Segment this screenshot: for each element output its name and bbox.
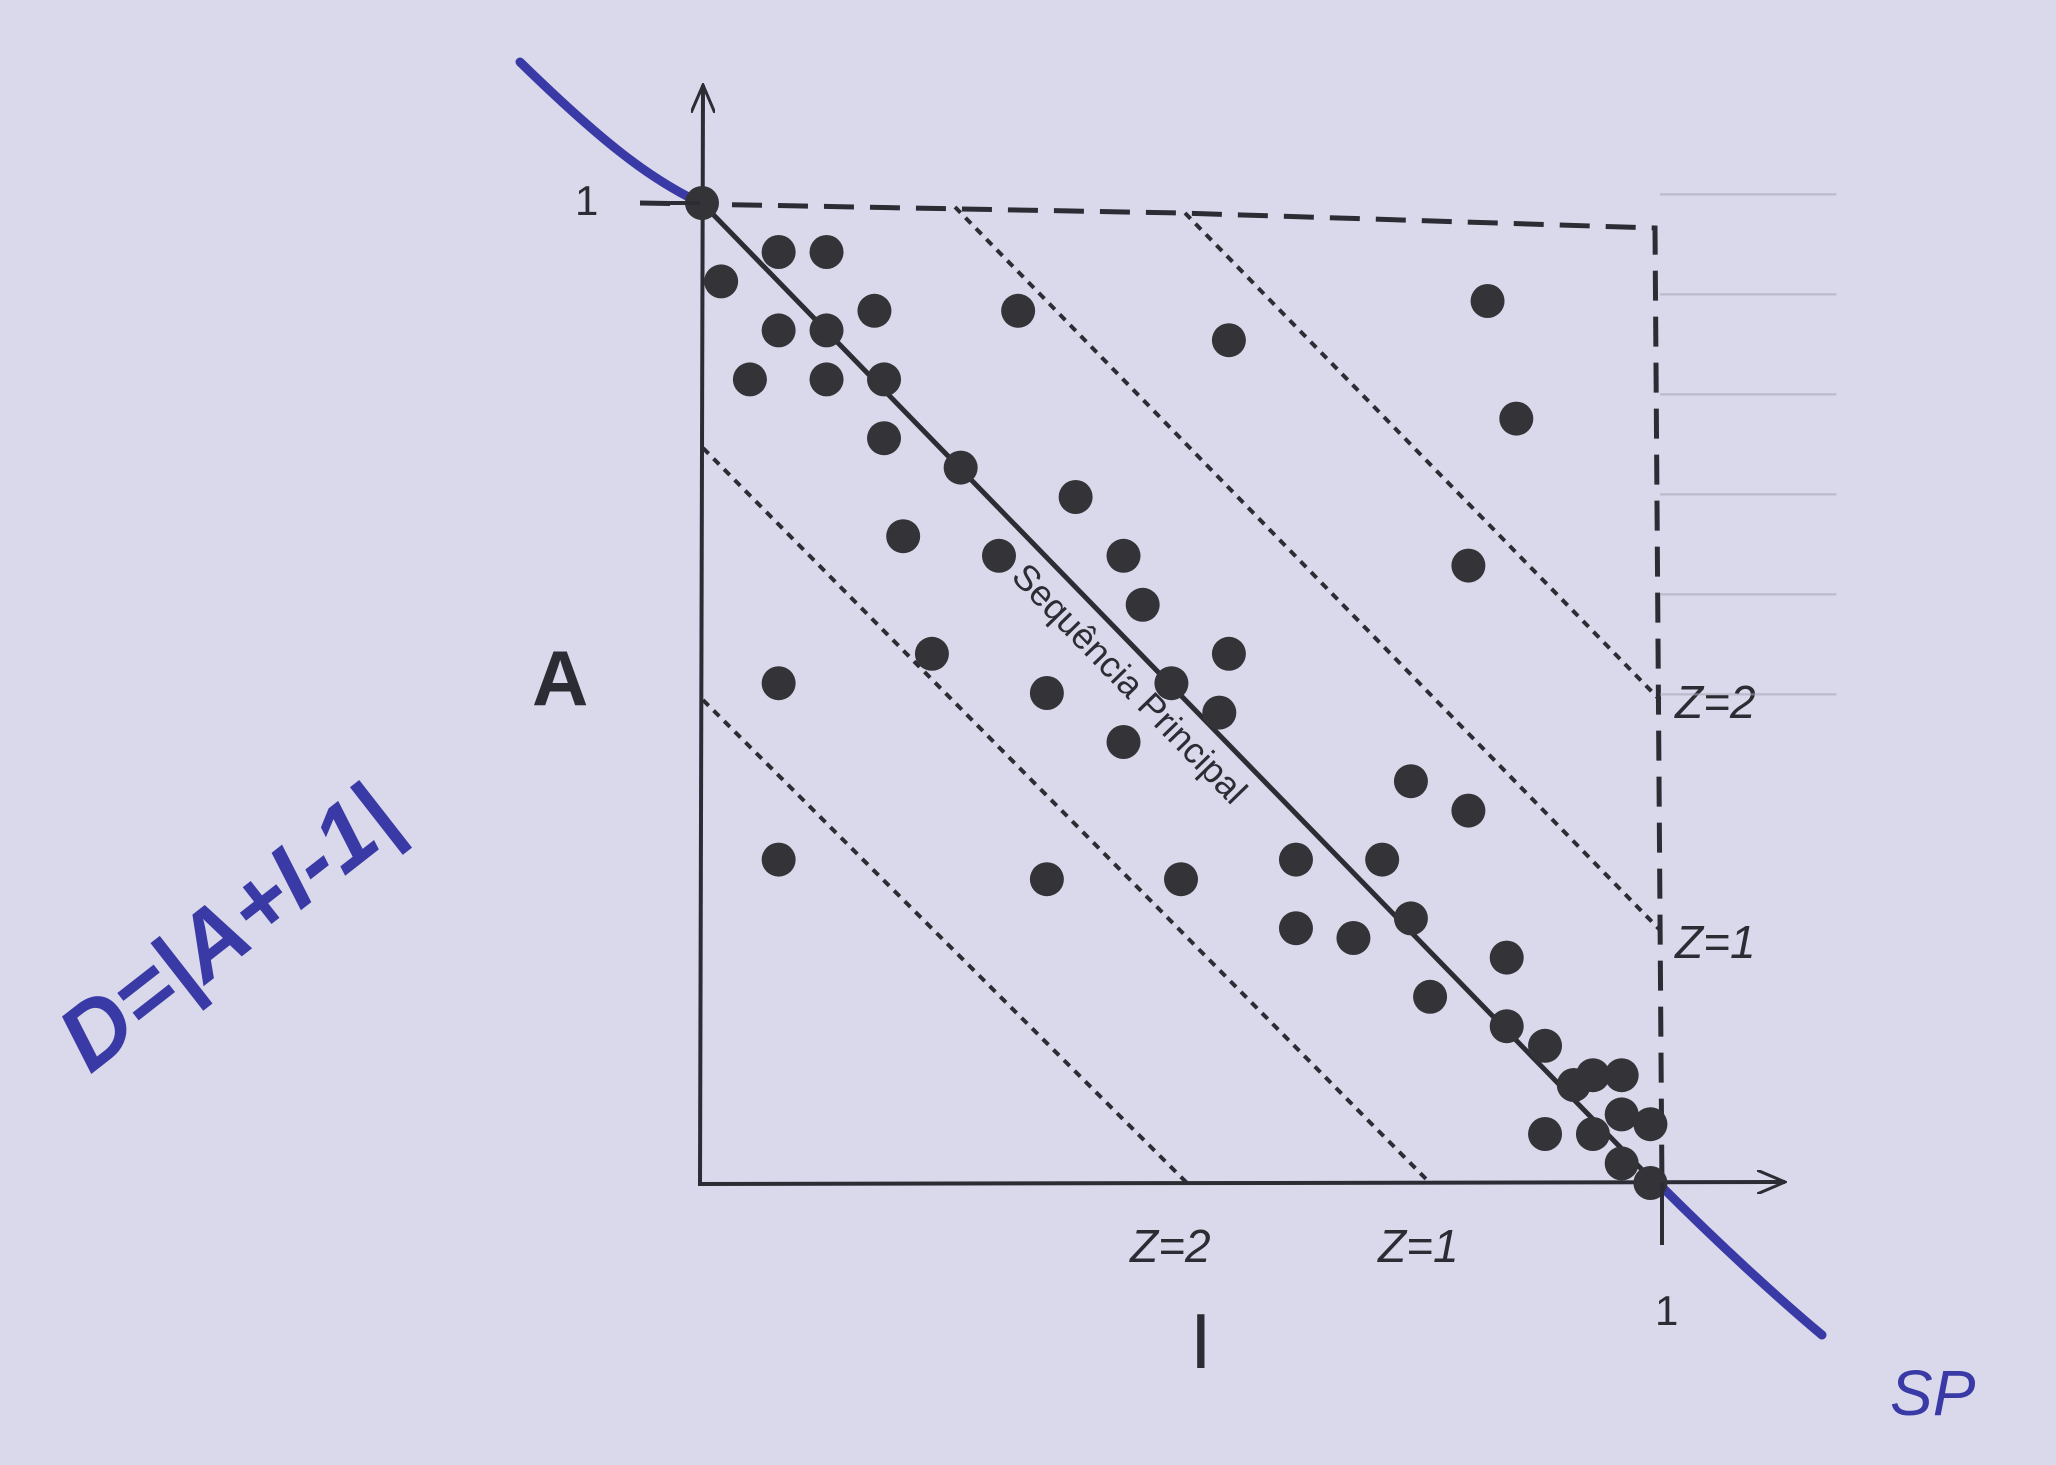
data-point xyxy=(1106,538,1141,573)
data-point xyxy=(1211,323,1246,358)
data-point xyxy=(809,235,844,269)
zone-line-z1-upper xyxy=(953,205,1662,932)
data-point xyxy=(761,666,796,701)
data-point xyxy=(761,842,796,877)
data-point xyxy=(1489,940,1524,975)
data-point xyxy=(685,186,719,220)
data-point xyxy=(1393,764,1428,799)
data-point xyxy=(809,313,844,348)
data-point xyxy=(1604,1058,1639,1093)
background-text-line: ________ xyxy=(1660,451,1836,500)
y-axis-label: A xyxy=(532,634,588,722)
data-point xyxy=(1029,862,1064,897)
handwritten-equation: D=|A+I-1| xyxy=(40,765,417,1091)
data-point xyxy=(1154,666,1189,701)
x-tick-label-1: 1 xyxy=(1655,1287,1678,1334)
data-point xyxy=(1278,842,1313,877)
zone-label-right-z2: Z=2 xyxy=(1674,676,1756,728)
bounding-box-dashed xyxy=(639,200,1665,1191)
data-point xyxy=(761,235,796,269)
data-point xyxy=(1633,1166,1668,1200)
y-axis xyxy=(700,85,703,1186)
handwritten-pen-line xyxy=(515,57,1827,1340)
data-point xyxy=(886,519,921,554)
data-point xyxy=(1413,979,1448,1014)
data-point xyxy=(1202,695,1237,730)
data-point xyxy=(1211,636,1246,671)
data-point xyxy=(857,293,892,328)
background-text-line: ________ xyxy=(1660,151,1836,200)
data-point xyxy=(1451,793,1486,828)
data-point xyxy=(1499,401,1534,436)
data-point xyxy=(704,264,739,299)
background-text-line: ________ xyxy=(1660,351,1836,400)
data-point xyxy=(914,636,949,671)
data-point xyxy=(1058,480,1093,514)
data-point xyxy=(943,450,978,485)
data-point xyxy=(1164,862,1198,897)
zone-label-x-z2: Z=2 xyxy=(1129,1220,1211,1272)
data-point xyxy=(1451,548,1486,583)
data-point xyxy=(761,313,796,348)
data-point xyxy=(867,421,902,456)
zone-line-z2-lower xyxy=(701,698,1189,1185)
data-point xyxy=(1604,1097,1639,1132)
data-point xyxy=(1575,1117,1610,1151)
data-point xyxy=(1336,921,1371,955)
x-axis-label: I xyxy=(1190,1297,1212,1385)
data-point xyxy=(732,362,767,397)
data-point xyxy=(809,362,844,397)
zone-line-z2-upper xyxy=(1183,211,1662,702)
data-point xyxy=(1575,1058,1610,1093)
zone-label-right-z1: Z=1 xyxy=(1674,916,1756,968)
data-point xyxy=(1470,284,1505,318)
data-point xyxy=(867,362,902,397)
data-point xyxy=(1393,901,1428,936)
handwritten-note: SP xyxy=(1890,1357,1976,1429)
x-axis xyxy=(697,1182,1785,1184)
data-point xyxy=(1604,1146,1639,1181)
background-text-line: ________ xyxy=(1660,251,1836,300)
data-points xyxy=(685,186,1668,1200)
data-point xyxy=(1489,1009,1524,1044)
y-tick-label-1: 1 xyxy=(575,177,598,224)
data-point xyxy=(1528,1028,1563,1063)
data-point xyxy=(1633,1107,1668,1142)
data-point xyxy=(981,538,1016,573)
data-point xyxy=(1278,911,1313,946)
data-point xyxy=(1125,587,1160,622)
data-point xyxy=(1001,293,1036,328)
data-point xyxy=(1365,842,1400,877)
background-text-line: ________ xyxy=(1660,551,1836,600)
background-text-line: ________ xyxy=(1660,651,1836,700)
zone-label-x-z1: Z=1 xyxy=(1377,1220,1459,1272)
zone-line-z1-lower xyxy=(701,446,1432,1185)
data-point xyxy=(1029,676,1064,710)
data-point xyxy=(1528,1117,1563,1151)
data-point xyxy=(1106,725,1141,759)
